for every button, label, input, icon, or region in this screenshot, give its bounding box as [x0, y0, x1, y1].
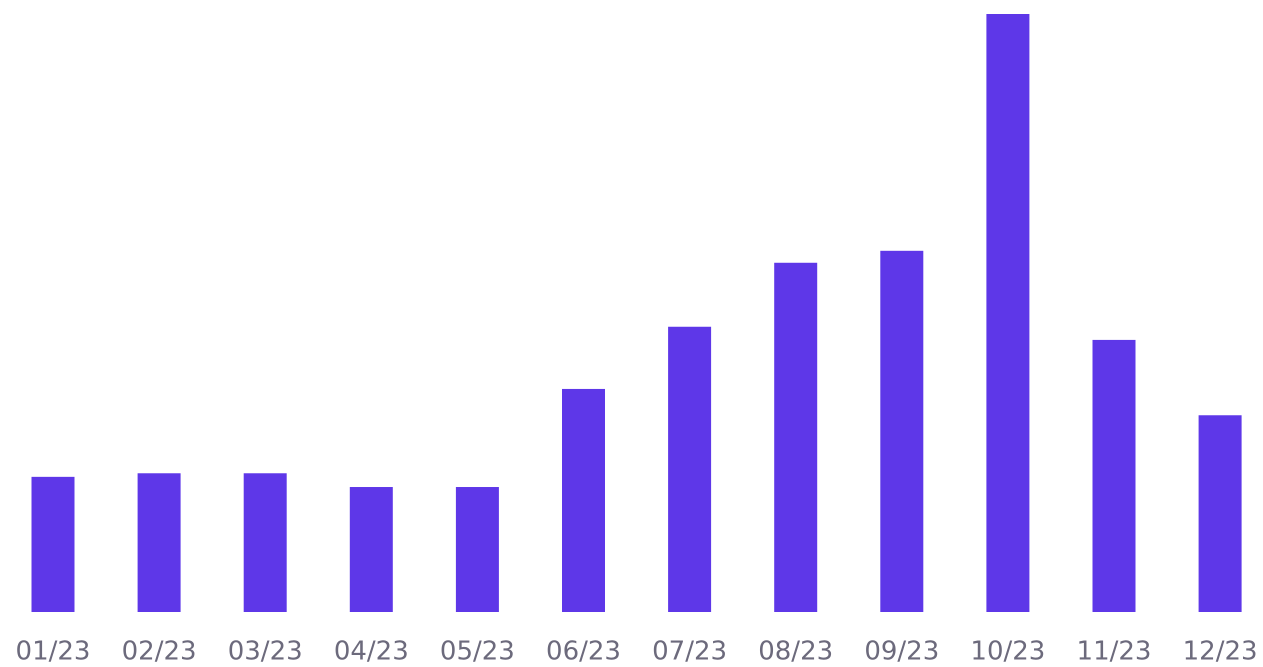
bar [1092, 339, 1136, 612]
bar [455, 487, 499, 612]
x-tick-label: 09/23 [864, 637, 939, 667]
x-tick-label: 07/23 [652, 637, 727, 667]
x-tick-label: 04/23 [334, 637, 409, 667]
bar [1198, 415, 1242, 612]
bar [668, 326, 712, 612]
x-tick-label: 08/23 [758, 637, 833, 667]
bar [880, 250, 924, 613]
x-tick-label: 06/23 [546, 637, 621, 667]
bar [986, 14, 1030, 612]
bar [349, 487, 393, 612]
bar [243, 473, 287, 612]
x-tick-label: 02/23 [122, 637, 197, 667]
x-tick-label: 12/23 [1183, 637, 1258, 667]
bar [774, 262, 818, 612]
x-tick-label: 05/23 [440, 637, 515, 667]
bar [137, 473, 181, 612]
x-tick-label: 03/23 [228, 637, 303, 667]
bar [562, 388, 605, 612]
x-tick-label: 11/23 [1077, 637, 1152, 667]
x-tick-label: 01/23 [16, 637, 91, 667]
x-tick-label: 10/23 [970, 637, 1045, 667]
bar [31, 476, 75, 612]
